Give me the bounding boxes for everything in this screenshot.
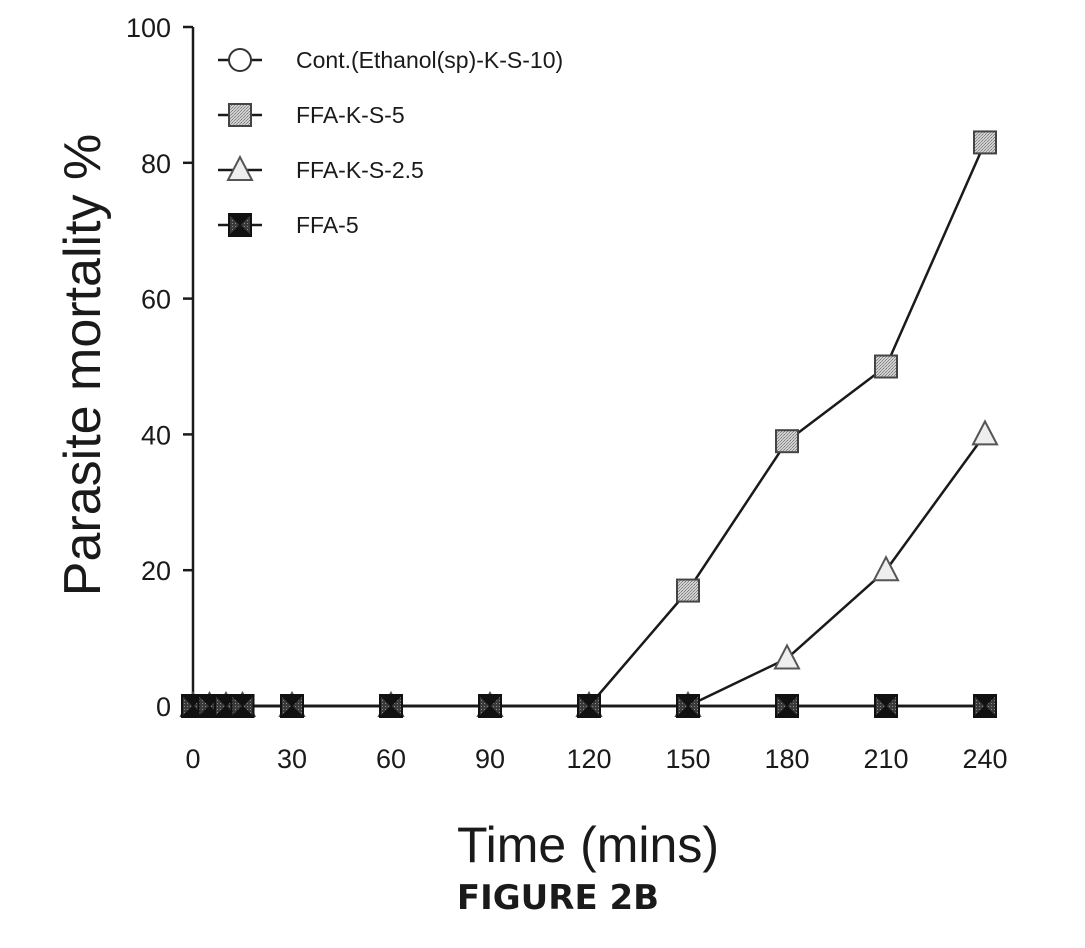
series-2-point: [776, 430, 798, 452]
x-tick-label: 180: [764, 744, 809, 774]
figure-caption: FIGURE 2B: [457, 878, 659, 918]
series-4-point: [875, 695, 897, 717]
x-tick-label: 30: [277, 744, 307, 774]
legend-label: FFA-5: [296, 212, 359, 238]
series-line-3: [193, 434, 985, 706]
series-2-point: [677, 580, 699, 602]
series-4-point: [232, 695, 254, 717]
series-4-point: [677, 695, 699, 717]
y-tick-label: 60: [141, 285, 171, 315]
x-tick-label: 0: [185, 744, 200, 774]
legend: Cont.(Ethanol(sp)-K-S-10) FFA-K-S-5 FFA-K-…: [218, 47, 563, 238]
legend-label: Cont.(Ethanol(sp)-K-S-10): [296, 47, 563, 73]
x-tick-label: 60: [376, 744, 406, 774]
series-4-point: [974, 695, 996, 717]
legend-marker: [229, 214, 251, 236]
series-4-point: [776, 695, 798, 717]
series-2-point: [875, 356, 897, 378]
legend-label: FFA-K-S-2.5: [296, 157, 424, 183]
legend-label: FFA-K-S-5: [296, 102, 405, 128]
y-tick-label: 100: [126, 13, 171, 43]
y-tick-label: 0: [156, 692, 171, 722]
x-tick-label: 240: [962, 744, 1007, 774]
series-2-point: [974, 131, 996, 153]
y-tick-label: 80: [141, 149, 171, 179]
series-3-point: [775, 645, 799, 668]
y-axis-title: Parasite mortality %: [54, 134, 112, 596]
y-tick-label: 20: [141, 556, 171, 586]
y-tick-label: 40: [141, 420, 171, 450]
legend-marker: [229, 49, 251, 71]
series-4-point: [578, 695, 600, 717]
x-tick-label: 150: [665, 744, 710, 774]
series-4-point: [281, 695, 303, 717]
x-tick-label: 90: [475, 744, 505, 774]
series-4-point: [479, 695, 501, 717]
legend-marker: [229, 104, 251, 126]
legend-marker: [228, 157, 252, 180]
series-3-point: [973, 421, 997, 444]
x-tick-label: 210: [863, 744, 908, 774]
series-4-point: [380, 695, 402, 717]
axes: 0 20 40 60 80 100 0 30 60 90 120 150 180 210 240: [126, 13, 1008, 774]
x-axis-title: Time (mins): [457, 817, 719, 873]
x-tick-label: 120: [566, 744, 611, 774]
